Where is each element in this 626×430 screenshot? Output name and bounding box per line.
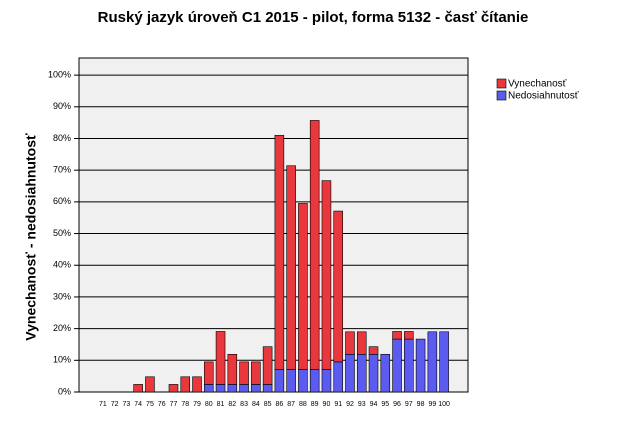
x-tick-label: 89	[311, 401, 319, 408]
bar	[392, 331, 402, 340]
bar	[180, 376, 191, 393]
y-tick-label: 40%	[53, 260, 71, 270]
x-tick-label: 76	[158, 401, 166, 408]
y-tick-label: 70%	[53, 165, 71, 175]
bar	[262, 346, 273, 385]
bar	[427, 331, 438, 393]
bar	[356, 331, 367, 355]
bar	[286, 369, 296, 393]
x-tick-label: 78	[181, 401, 189, 408]
bar	[345, 331, 355, 355]
x-tick-label: 100	[438, 401, 450, 408]
chart-title: Ruský jazyk úroveň C1 2015 - pilot, form…	[98, 9, 529, 26]
x-tick-label: 71	[99, 401, 107, 408]
y-tick-label: 0%	[58, 386, 71, 396]
bar	[298, 203, 308, 370]
bar	[239, 361, 249, 385]
x-tick-label: 75	[146, 401, 154, 408]
x-tick-label: 99	[428, 401, 436, 408]
x-tick-label: 97	[405, 401, 413, 408]
bar	[309, 120, 320, 370]
x-tick-label: 80	[205, 401, 213, 408]
bar	[298, 369, 308, 393]
bar	[215, 331, 226, 385]
bar	[192, 376, 202, 393]
y-axis-label: Vynechanosť - nedosiahnutosť	[23, 133, 39, 341]
x-tick-label: 84	[252, 401, 260, 408]
bar	[274, 135, 285, 370]
bar	[309, 369, 320, 393]
bar	[356, 353, 367, 393]
y-tick-label: 90%	[53, 101, 71, 111]
x-tick-label: 77	[170, 401, 178, 408]
y-tick-label: 100%	[48, 69, 71, 79]
x-tick-label: 82	[228, 401, 236, 408]
bar	[274, 369, 285, 393]
x-tick-label: 91	[334, 401, 342, 408]
bar	[251, 361, 261, 385]
x-tick-label: 90	[323, 401, 331, 408]
x-tick-label: 72	[111, 401, 119, 408]
bar	[286, 165, 296, 370]
bar	[204, 384, 214, 393]
bar	[404, 331, 414, 340]
x-tick-label: 73	[123, 401, 131, 408]
x-tick-label: 96	[393, 401, 401, 408]
bar	[239, 384, 249, 393]
x-tick-label: 83	[240, 401, 248, 408]
x-tick-label: 92	[346, 401, 354, 408]
bar	[345, 353, 355, 393]
x-tick-label: 81	[217, 401, 225, 408]
bar	[227, 384, 238, 393]
bar	[333, 210, 343, 363]
y-tick-label: 20%	[53, 323, 71, 333]
x-tick-label: 88	[299, 401, 307, 408]
x-tick-label: 98	[417, 401, 425, 408]
x-tick-label: 79	[193, 401, 201, 408]
y-tick-label: 50%	[53, 228, 71, 238]
y-tick-label: 30%	[53, 291, 71, 301]
bar	[333, 361, 343, 393]
x-tick-label: 93	[358, 401, 366, 408]
legend-label: Vynechanosť	[508, 79, 567, 90]
bar	[133, 384, 143, 393]
bar	[392, 338, 402, 393]
y-tick-label: 10%	[53, 355, 71, 365]
bar	[380, 353, 391, 393]
bar	[168, 384, 179, 393]
bar	[368, 346, 379, 355]
y-tick-label: 80%	[53, 133, 71, 143]
bar	[321, 369, 332, 393]
y-tick-label: 60%	[53, 196, 71, 206]
legend-label: Nedosiahnutosť	[508, 91, 579, 102]
bar	[204, 361, 214, 385]
x-tick-label: 85	[264, 401, 272, 408]
legend-swatch	[496, 90, 507, 101]
legend-swatch	[496, 78, 507, 89]
bar	[439, 331, 449, 393]
x-tick-label: 95	[381, 401, 389, 408]
bar	[262, 384, 273, 393]
x-tick-label: 87	[287, 401, 295, 408]
x-tick-label: 86	[275, 401, 283, 408]
plot-area	[78, 57, 469, 393]
bar	[368, 353, 379, 393]
bar	[415, 338, 426, 393]
bar	[404, 338, 414, 393]
x-tick-label: 74	[134, 401, 142, 408]
bar	[251, 384, 261, 393]
bar	[227, 353, 238, 385]
bar	[215, 384, 226, 393]
bar	[145, 376, 155, 393]
bar	[321, 180, 332, 370]
x-tick-label: 94	[370, 401, 378, 408]
